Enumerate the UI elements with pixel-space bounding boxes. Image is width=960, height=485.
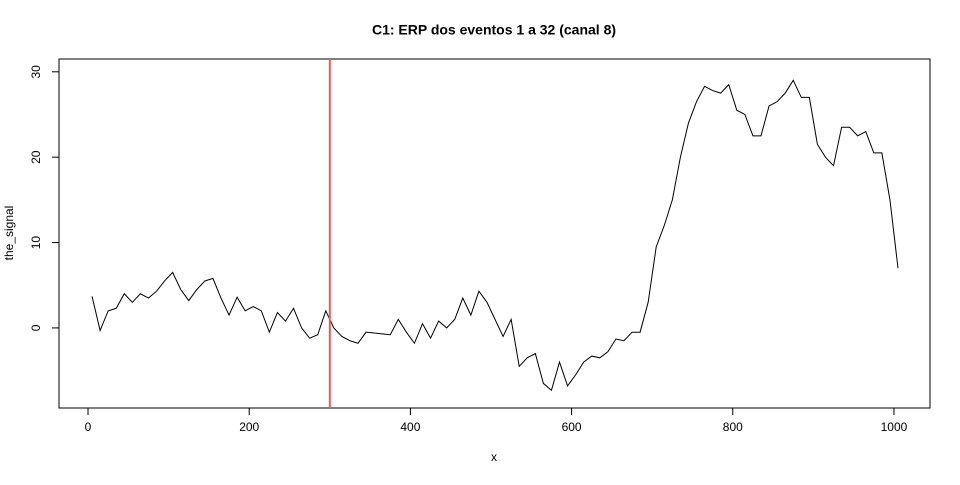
plot-frame <box>58 58 931 409</box>
x-tick-label: 800 <box>723 420 743 434</box>
line-series <box>91 79 899 392</box>
x-axis-label: x <box>491 450 497 464</box>
chart-title: C1: ERP dos eventos 1 a 32 (canal 8) <box>372 22 616 38</box>
x-tick-label: 1000 <box>881 420 908 434</box>
y-axis-label: the_signal <box>2 206 16 261</box>
x-tick-label: 200 <box>239 420 259 434</box>
x-tick-label: 0 <box>85 420 92 434</box>
y-tick-label: 20 <box>29 150 43 164</box>
x-tick-label: 600 <box>562 420 582 434</box>
y-tick-label: 30 <box>29 65 43 79</box>
x-tick-label: 400 <box>400 420 420 434</box>
y-tick-label: 0 <box>29 324 43 331</box>
y-tick-label: 10 <box>29 236 43 250</box>
